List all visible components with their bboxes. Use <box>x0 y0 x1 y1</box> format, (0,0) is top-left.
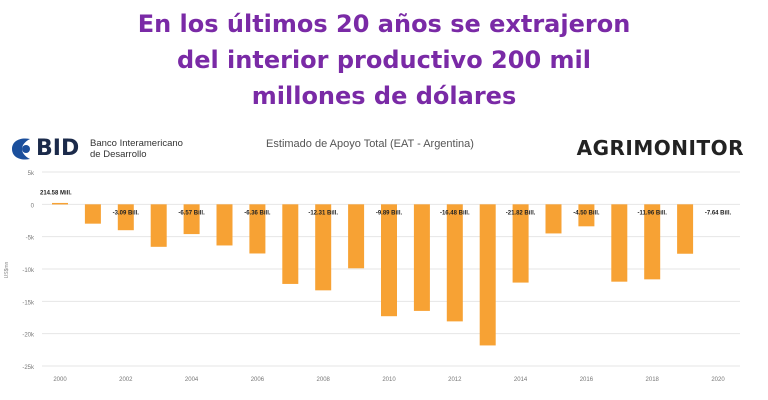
y-tick-label: -20k <box>22 333 35 339</box>
bar <box>677 204 694 254</box>
data-label: -16.48 Bill. <box>440 210 470 216</box>
x-tick-label: 2002 <box>119 377 133 383</box>
org-abbreviation: BID <box>36 136 80 161</box>
y-tick-label: 0 <box>31 203 35 209</box>
data-label: -4.50 Bill. <box>573 210 600 216</box>
headline-line-2: del interior productivo 200 mil <box>177 46 591 74</box>
data-label: -7.64 Bill. <box>705 210 732 216</box>
x-tick-label: 2020 <box>711 377 725 383</box>
x-tick-label: 2000 <box>53 377 67 383</box>
headline: En los últimos 20 años se extrajeron del… <box>0 6 768 114</box>
bar <box>150 204 167 247</box>
bar <box>282 204 299 284</box>
bar <box>348 204 365 269</box>
data-label: 214.58 Mill. <box>40 190 72 196</box>
x-tick-label: 2018 <box>646 377 660 383</box>
bar <box>249 204 266 254</box>
data-label: -9.89 Bill. <box>376 210 403 216</box>
bar <box>611 204 628 282</box>
org-full-name: Banco Interamericano de Desarrollo <box>90 138 183 160</box>
bar <box>381 204 397 317</box>
x-tick-label: 2004 <box>185 377 199 383</box>
bar <box>644 204 661 280</box>
bar <box>512 204 529 283</box>
chart-title: Estimado de Apoyo Total (EAT - Argentina… <box>266 138 474 150</box>
x-tick-label: 2014 <box>514 377 528 383</box>
x-tick-label: 2008 <box>317 377 331 383</box>
bar <box>84 204 101 224</box>
x-tick-label: 2016 <box>580 377 594 383</box>
bar-chart: 5k 0 -5k -10k -15k -20k -25k US$mn 214.58 Mill. -… <box>4 171 740 383</box>
bar <box>216 204 233 246</box>
data-label: -11.96 Bill. <box>638 210 668 216</box>
bar <box>446 204 463 322</box>
y-axis-label: US$mn <box>4 261 10 278</box>
data-label: -21.82 Bill. <box>506 210 536 216</box>
bar <box>545 204 562 234</box>
bar <box>52 202 68 205</box>
x-tick-label: 2006 <box>251 377 265 383</box>
bar <box>413 204 430 311</box>
brand-logo-text: AGRIMONITOR <box>576 136 744 160</box>
bar <box>117 204 134 231</box>
y-tick-label: -10k <box>22 268 35 274</box>
x-tick-label: 2012 <box>448 377 462 383</box>
headline-line-3: millones de dólares <box>251 82 517 110</box>
bar <box>183 204 200 235</box>
bid-logo: BID Banco Interamericano de Desarrollo <box>10 134 200 174</box>
y-tick-label: 5k <box>28 171 35 177</box>
bar <box>315 204 332 291</box>
data-label: -6.36 Bill. <box>244 210 271 216</box>
data-label: -6.57 Bill. <box>178 210 205 216</box>
data-label: -3.09 Bill. <box>113 210 140 216</box>
y-tick-label: -15k <box>22 300 35 306</box>
bar <box>479 204 496 346</box>
y-tick-label: -25k <box>22 365 35 371</box>
org-name-line-1: Banco Interamericano <box>90 138 183 149</box>
data-label: -12.31 Bill. <box>308 210 338 216</box>
bid-emblem-icon <box>12 138 30 160</box>
bar <box>578 204 595 227</box>
y-tick-label: -5k <box>26 236 35 242</box>
x-tick-label: 2010 <box>382 377 396 383</box>
org-name-line-2: de Desarrollo <box>90 149 147 160</box>
headline-line-1: En los últimos 20 años se extrajeron <box>137 10 631 38</box>
